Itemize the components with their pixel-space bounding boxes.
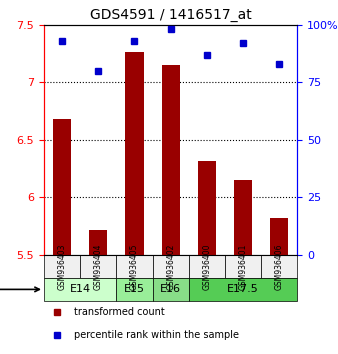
Bar — [270, 218, 288, 255]
FancyBboxPatch shape — [152, 278, 189, 301]
FancyBboxPatch shape — [44, 255, 80, 278]
FancyBboxPatch shape — [261, 255, 297, 278]
Text: E16: E16 — [160, 284, 181, 295]
Text: GSM936400: GSM936400 — [202, 243, 211, 290]
Text: age: age — [0, 284, 39, 295]
Bar — [125, 52, 144, 255]
FancyBboxPatch shape — [44, 278, 116, 301]
FancyBboxPatch shape — [189, 255, 225, 278]
FancyBboxPatch shape — [152, 255, 189, 278]
Text: transformed count: transformed count — [74, 307, 165, 318]
Text: percentile rank within the sample: percentile rank within the sample — [74, 330, 239, 341]
FancyBboxPatch shape — [189, 278, 297, 301]
Bar — [198, 160, 216, 255]
Title: GDS4591 / 1416517_at: GDS4591 / 1416517_at — [90, 8, 251, 22]
Text: GSM936403: GSM936403 — [57, 243, 67, 290]
FancyBboxPatch shape — [80, 255, 116, 278]
Text: E17.5: E17.5 — [227, 284, 259, 295]
FancyBboxPatch shape — [225, 255, 261, 278]
Text: GSM936402: GSM936402 — [166, 243, 175, 290]
Text: GSM936405: GSM936405 — [130, 243, 139, 290]
Text: GSM936406: GSM936406 — [275, 243, 284, 290]
FancyBboxPatch shape — [116, 255, 152, 278]
Bar — [162, 65, 180, 255]
Text: E15: E15 — [124, 284, 145, 295]
Text: E14: E14 — [70, 284, 91, 295]
Bar — [89, 230, 107, 255]
FancyBboxPatch shape — [116, 278, 152, 301]
Text: GSM936401: GSM936401 — [239, 243, 248, 290]
Bar — [234, 180, 252, 255]
Bar — [53, 119, 71, 255]
Text: GSM936404: GSM936404 — [94, 243, 103, 290]
